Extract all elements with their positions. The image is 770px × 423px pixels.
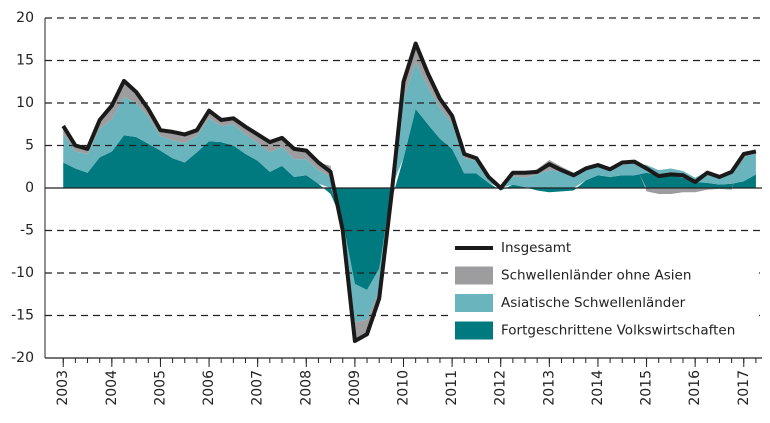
y-tick-label: 20 [16, 10, 34, 26]
y-tick-label: 15 [16, 53, 34, 69]
area [63, 62, 756, 323]
y-tick-label: -10 [11, 265, 34, 281]
y-tick-label: 10 [16, 95, 34, 111]
x-tick-label: 2012 [493, 370, 509, 406]
lines: Insgesamt Schwellenländer ohne Asien Asiat… [61, 41, 759, 344]
legend-label: Fortgeschrittene Volkswirtschaften [501, 323, 735, 339]
x-tick-label: 2004 [104, 370, 120, 406]
y-tick-label: 5 [25, 138, 34, 154]
areas [63, 43, 756, 341]
x-tick-label: 2016 [687, 370, 703, 406]
legend-swatch [455, 294, 493, 312]
legend-swatch [455, 266, 493, 285]
y-tick-label: -15 [11, 308, 34, 324]
legend-label: Asiatische Schwellenländer [501, 295, 686, 311]
y-tick-label: -5 [20, 223, 34, 239]
x-tick-label: 2014 [590, 370, 606, 406]
line [61, 41, 757, 343]
x-tick-label: 2008 [298, 370, 314, 406]
x-tick-label: 2007 [250, 370, 266, 406]
x-tick-label: 2005 [152, 370, 168, 406]
legend-label: Insgesamt [501, 240, 571, 256]
x-tick-label: 2015 [639, 370, 655, 406]
x-tick-label: 2013 [541, 370, 557, 406]
grid [44, 17, 762, 367]
legend-label: Schwellenländer ohne Asien [501, 268, 691, 284]
y-tick-label: 0 [25, 180, 34, 196]
area [63, 108, 756, 290]
x-tick-label: 2010 [396, 370, 412, 406]
x-tick-label: 2017 [736, 370, 752, 406]
legend-bg [449, 234, 759, 344]
legend-swatch [455, 321, 493, 340]
y-tick-label: -20 [11, 350, 34, 366]
x-tick-label: 2006 [201, 370, 217, 406]
x-tick-label: 2003 [55, 370, 71, 406]
x-tick-label: 2009 [347, 370, 363, 406]
x-tick-label: 2011 [444, 370, 460, 406]
